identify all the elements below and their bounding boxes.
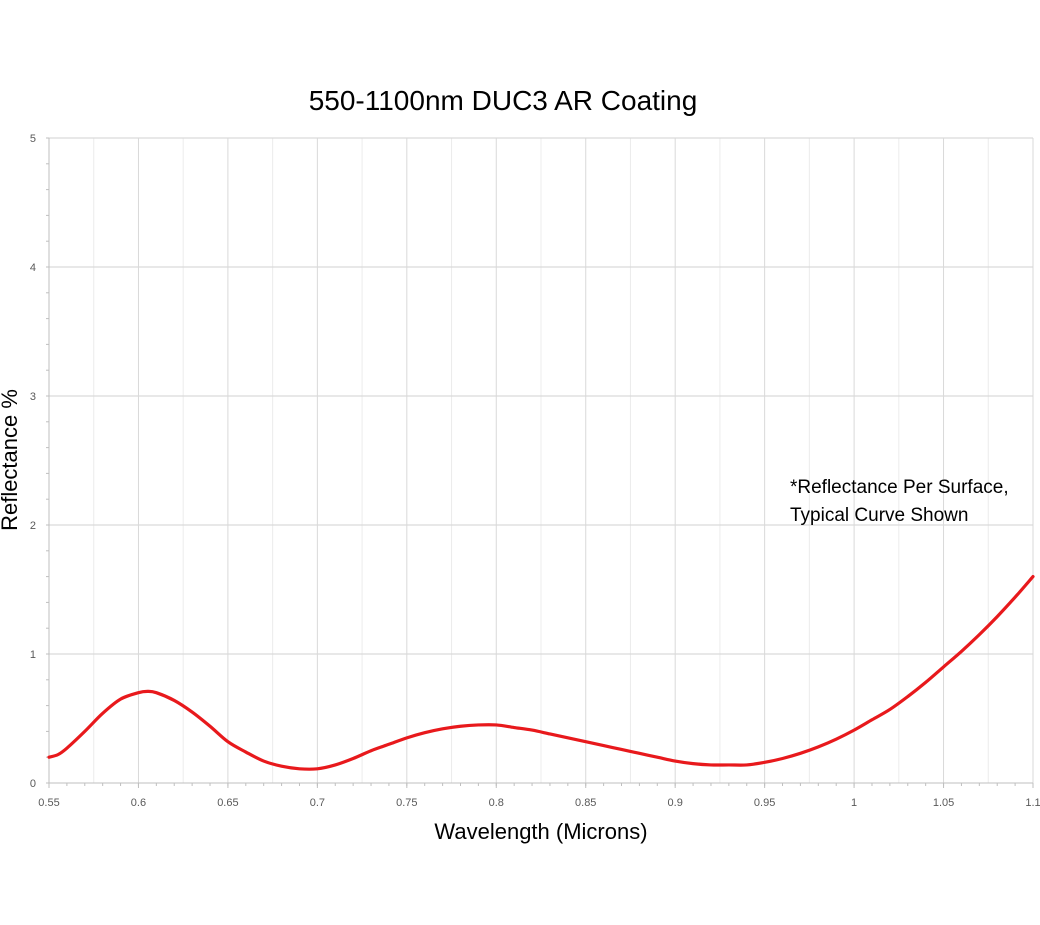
chart-title: 550-1100nm DUC3 AR Coating (309, 85, 698, 116)
x-tick-labels: 0.55 0.6 0.65 0.7 0.75 0.8 0.85 0.9 0.95 1 1.05 1.1 (38, 797, 1040, 809)
annotation-line-1: *Reflectance Per Surface, (790, 477, 1009, 498)
x-tick-label: 0.95 (754, 797, 775, 809)
y-tick-labels: 0 1 2 3 4 5 (30, 133, 36, 790)
reflectance-curve (47, 575, 1035, 771)
y-tick-label: 3 (30, 391, 36, 403)
y-tick-label: 1 (30, 649, 36, 661)
y-tick-label: 4 (30, 262, 36, 274)
x-tick-label: 1.05 (933, 797, 954, 809)
y-tick-label: 5 (30, 133, 36, 145)
axes (46, 137, 1034, 788)
y-axis-label: Reflectance % (0, 389, 22, 531)
annotation-line-2: Typical Curve Shown (790, 505, 968, 526)
series-group (47, 575, 1035, 771)
x-tick-label: 1 (851, 797, 857, 809)
y-tick-label: 2 (30, 520, 36, 532)
x-tick-label: 0.9 (668, 797, 683, 809)
x-tick-label: 0.65 (217, 797, 238, 809)
x-axis-label: Wavelength (Microns) (434, 819, 647, 844)
y-tick-label: 0 (30, 778, 36, 790)
x-tick-label: 0.85 (575, 797, 596, 809)
minor-gridlines (93, 138, 989, 783)
x-tick-label: 1.1 (1025, 797, 1040, 809)
x-tick-label: 0.6 (131, 797, 146, 809)
major-gridlines (49, 137, 1034, 783)
x-tick-label: 0.7 (310, 797, 325, 809)
x-tick-label: 0.8 (489, 797, 504, 809)
x-tick-label: 0.55 (38, 797, 59, 809)
x-tick-label: 0.75 (396, 797, 417, 809)
